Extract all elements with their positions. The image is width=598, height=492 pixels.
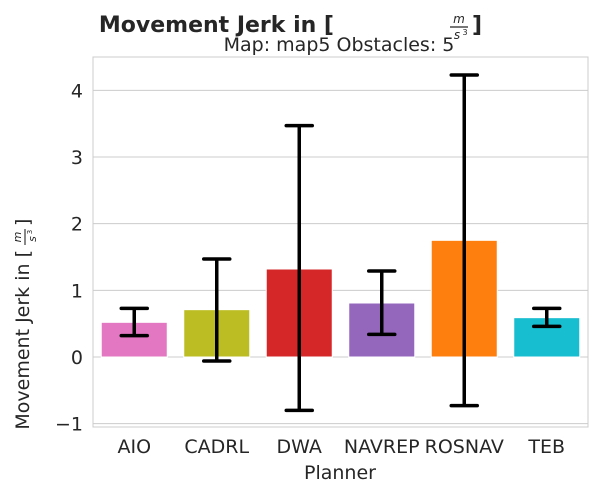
error-bar-navrep (367, 269, 397, 337)
chart-title-fraction-numerator: m (453, 12, 465, 26)
chart-title-text: Movement Jerk in [ (99, 13, 334, 38)
y-axis-label-text: Movement Jerk in [ (12, 250, 34, 430)
y-axis-label-fraction-numerator: m (11, 232, 24, 243)
y-tick-label: 0 (71, 347, 83, 369)
error-bars (119, 73, 562, 413)
error-bar-rosnav (449, 73, 479, 408)
chart-title-close-bracket: ] (472, 13, 482, 38)
y-tick-label: 1 (71, 280, 83, 302)
plot-background (93, 57, 588, 427)
x-axis-label: Planner (304, 462, 376, 484)
error-bar-dwa (284, 123, 314, 413)
gridlines (93, 89, 588, 425)
x-tick-label: CADRL (184, 436, 249, 458)
chart-title-fraction-denominator: s (454, 28, 460, 42)
x-tick-label: TEB (527, 436, 565, 458)
y-tick-label: 4 (71, 80, 83, 102)
chart-title: Movement Jerk in [ m s 3 ] (99, 12, 482, 42)
y-tick-label: 3 (71, 147, 83, 169)
x-tick-label: AIO (117, 436, 151, 458)
x-tick-label: DWA (277, 436, 322, 458)
y-axis-label: Movement Jerk in [ m s 3 ] (11, 219, 39, 430)
y-axis-label-close-bracket: ] (12, 219, 34, 226)
error-bar-cadrl (202, 257, 232, 363)
x-tick-label: ROSNAV (425, 436, 504, 458)
y-axis-label-fraction-exponent: 3 (26, 230, 34, 234)
x-tick-label: NAVREP (344, 436, 420, 458)
y-tick-label: −1 (55, 414, 83, 436)
y-tick-labels: −1 0 1 2 3 4 (55, 80, 83, 435)
chart-subtitle: Map: map5 Obstacles: 5 (224, 34, 455, 56)
y-tick-label: 2 (71, 214, 83, 236)
error-bar-aio (119, 306, 149, 338)
plot-frame (92, 56, 589, 428)
plot-area (92, 56, 589, 428)
bar-teb (513, 317, 581, 358)
y-axis-label-fraction-denominator: s (26, 236, 39, 242)
x-tick-labels: AIO CADRL DWA NAVREP ROSNAV TEB (117, 436, 565, 458)
error-bar-teb (532, 306, 562, 329)
chart-title-fraction-exponent: 3 (462, 28, 467, 37)
